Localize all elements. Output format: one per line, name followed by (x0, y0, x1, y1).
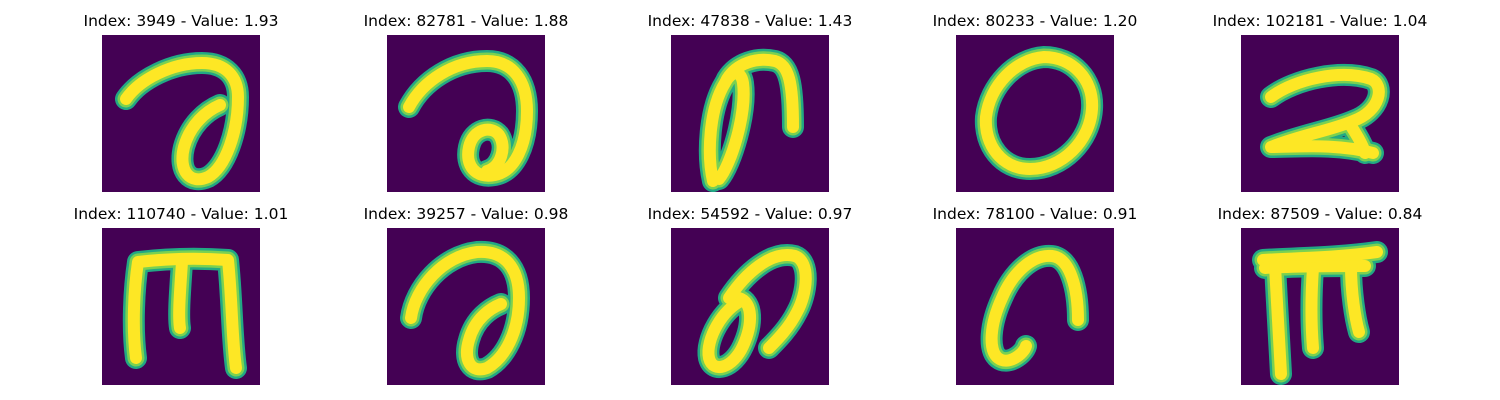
panel-title: Index: 54592 - Value: 0.97 (647, 205, 853, 223)
glyph-image (387, 35, 545, 192)
glyph-image (1241, 35, 1399, 192)
panel-title: Index: 87509 - Value: 0.84 (1217, 205, 1423, 223)
glyph-image (671, 35, 829, 192)
panel-title: Index: 110740 - Value: 1.01 (73, 205, 289, 223)
glyph-a-curl (398, 50, 538, 187)
panel-title: Index: 82781 - Value: 1.88 (363, 12, 569, 30)
panel-title: Index: 39257 - Value: 0.98 (363, 205, 569, 223)
glyph-o-ring (974, 46, 1104, 180)
panel-title: Index: 78100 - Value: 0.91 (932, 205, 1138, 223)
glyph-image (102, 228, 260, 385)
glyph-image (1241, 228, 1399, 385)
panel-title: Index: 47838 - Value: 1.43 (647, 12, 853, 30)
panel-title: Index: 80233 - Value: 1.20 (932, 12, 1138, 30)
panel-title: Index: 3949 - Value: 1.93 (83, 12, 279, 30)
glyph-two-shape (1260, 64, 1390, 164)
glyph-image (956, 35, 1114, 192)
glyph-image (387, 228, 545, 385)
glyph-m-shape (122, 247, 247, 379)
glyph-pi-shape (1252, 241, 1388, 385)
panel-title: Index: 102181 - Value: 1.04 (1212, 12, 1428, 30)
glyph-o-swirl (697, 244, 817, 378)
glyph-a-loop (115, 52, 249, 191)
glyph-n-loop (698, 48, 804, 192)
glyph-image (102, 35, 260, 192)
glyph-c-hook (980, 244, 1089, 372)
glyph-image (671, 228, 829, 385)
glyph-a-loop-bold (400, 240, 530, 381)
glyph-image (956, 228, 1114, 385)
